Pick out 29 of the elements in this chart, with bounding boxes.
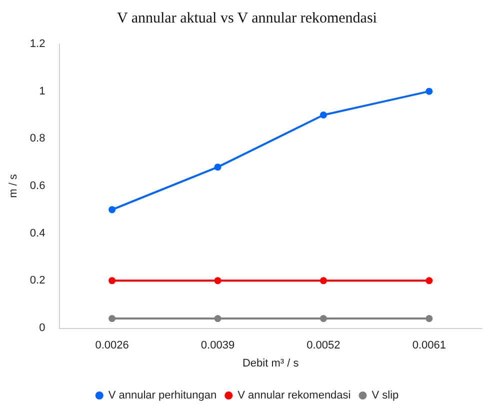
point (426, 315, 433, 322)
point (108, 315, 116, 322)
y-axis-title: m / s (8, 174, 20, 198)
x-tick-label: 0.0052 (306, 340, 340, 352)
x-axis-title: Debit m³ / s (242, 358, 300, 370)
legend-label: V annular rekomendasi (238, 390, 351, 402)
point (214, 315, 222, 322)
point (214, 277, 222, 284)
legend-label: V annular perhitungan (108, 390, 217, 402)
point (426, 277, 433, 284)
y-tick-label: 1 (39, 85, 46, 98)
point (108, 277, 116, 284)
point (320, 277, 327, 284)
y-tick-label: 0.2 (30, 274, 46, 287)
y-tick-label: 0.8 (30, 132, 46, 145)
point (426, 88, 433, 95)
point (320, 315, 327, 322)
point (320, 112, 327, 118)
y-tick-label: 0.4 (30, 227, 46, 240)
x-tick-label: 0.0039 (200, 340, 235, 352)
x-tick-label: 0.0061 (412, 340, 446, 352)
x-tick-label: 0.0026 (95, 340, 129, 352)
y-tick-label: 0.6 (30, 180, 46, 192)
chart-title: V annular aktual vs V annular rekomendasi (117, 10, 377, 26)
y-tick-label: 1.2 (30, 38, 46, 50)
legend-label: V slip (372, 390, 399, 402)
point (214, 164, 222, 171)
point (108, 206, 116, 214)
y-tick-label: 0 (39, 322, 46, 334)
